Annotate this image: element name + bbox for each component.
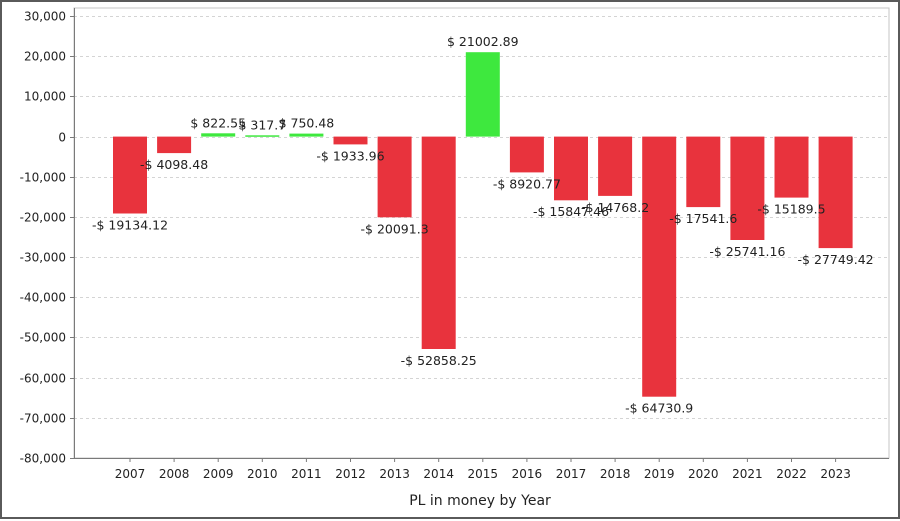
bar: [333, 136, 368, 145]
bar: [686, 136, 721, 208]
x-tick-label: 2023: [820, 467, 851, 481]
x-tick-label: 2010: [247, 467, 278, 481]
x-tick-label: 2020: [688, 467, 719, 481]
x-tick-label: 2011: [291, 467, 322, 481]
data-label: $ 750.48: [279, 116, 335, 131]
bar: [377, 136, 412, 218]
data-label: -$ 52858.25: [401, 353, 477, 368]
data-label: -$ 14768.2: [581, 200, 649, 215]
x-tick-labels: 2007 2008 2009 2010 2011 2012 2013 2014 2015 2016…: [115, 467, 851, 481]
x-tick-label: 2015: [468, 467, 499, 481]
y-tick-label: -70,000: [20, 412, 66, 426]
data-label: $ 21002.89: [447, 34, 519, 49]
y-tick-labels: 30,000 20,000 10,000 0 -10,000 -20,000 -30,000…: [20, 10, 66, 466]
data-label: -$ 27749.42: [798, 252, 874, 267]
data-label: -$ 64730.9: [625, 401, 693, 416]
bar: [289, 133, 324, 137]
x-tick-label: 2014: [423, 467, 454, 481]
data-label: -$ 15189.5: [757, 202, 825, 217]
bar: [157, 136, 192, 154]
x-tick-label: 2008: [159, 467, 190, 481]
y-tick-label: -50,000: [20, 331, 66, 345]
y-tick-label: 0: [58, 131, 66, 145]
bar: [818, 136, 853, 249]
bar: [421, 136, 456, 349]
axes: [70, 7, 890, 462]
bar: [730, 136, 765, 240]
bar: [642, 136, 677, 397]
data-label: -$ 25741.16: [709, 244, 785, 259]
bar: [554, 136, 588, 201]
x-tick-label: 2009: [203, 467, 234, 481]
y-tick-label: -80,000: [20, 452, 66, 466]
x-tick-label: 2007: [115, 467, 146, 481]
bar: [113, 136, 147, 214]
data-label: -$ 19134.12: [92, 217, 168, 232]
data-label: -$ 8920.77: [493, 176, 561, 191]
y-tick-label: -30,000: [20, 251, 66, 265]
bar: [465, 52, 500, 137]
data-label: -$ 20091.3: [361, 221, 429, 236]
bar: [201, 133, 236, 137]
y-tick-label: -60,000: [20, 372, 66, 386]
data-label: -$ 17541.6: [669, 211, 737, 226]
y-tick-label: 10,000: [24, 90, 66, 104]
x-tick-label: 2012: [335, 467, 366, 481]
x-axis-title: PL in money by Year: [409, 493, 551, 509]
data-label: -$ 4098.48: [140, 157, 208, 172]
x-tick-label: 2022: [776, 467, 807, 481]
data-label: $ 317.7: [238, 117, 286, 132]
data-label: $ 822.55: [190, 115, 246, 130]
data-labels: -$ 19134.12 -$ 4098.48 $ 822.55$ 317.7$ 75…: [92, 34, 874, 416]
x-tick-label: 2018: [600, 467, 631, 481]
y-tick-label: -10,000: [20, 171, 66, 185]
bar: [598, 136, 633, 196]
bar: [245, 135, 280, 137]
x-tick-label: 2016: [512, 467, 543, 481]
data-label: -$ 15847.46: [533, 204, 609, 219]
y-tick-label: -40,000: [20, 291, 66, 305]
y-tick-label: 30,000: [24, 10, 66, 24]
y-tick-label: 20,000: [24, 50, 66, 64]
x-tick-label: 2021: [732, 467, 763, 481]
data-label: -$ 1933.96: [316, 148, 384, 163]
x-tick-label: 2017: [556, 467, 587, 481]
bars: [113, 52, 853, 397]
bar: [774, 136, 809, 198]
x-tick-label: 2019: [644, 467, 675, 481]
bar: [509, 136, 544, 173]
x-tick-label: 2013: [379, 467, 410, 481]
y-tick-label: -20,000: [20, 211, 66, 225]
